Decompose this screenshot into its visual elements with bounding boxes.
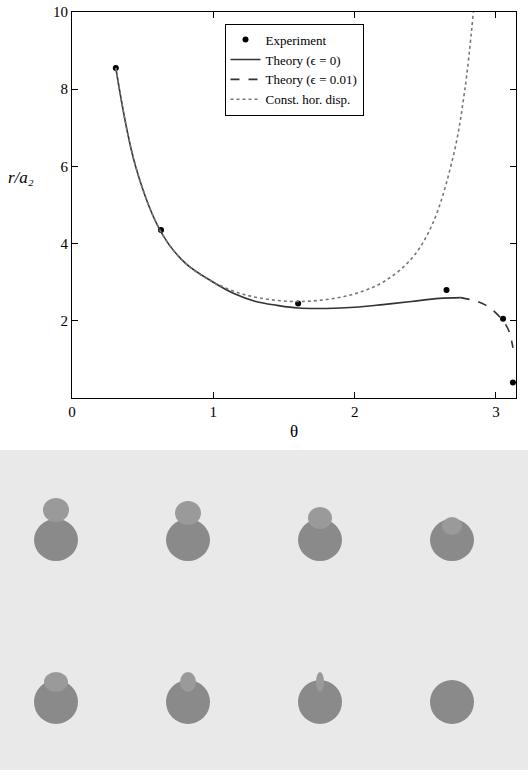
svg-text:1: 1	[210, 404, 218, 420]
svg-text:Theory (ϵ = 0): Theory (ϵ = 0)	[266, 53, 341, 68]
svg-text:10: 10	[53, 4, 68, 20]
svg-text:θ: θ	[290, 422, 298, 441]
svg-text:r/a₂: r/a₂	[8, 168, 34, 187]
svg-text:4: 4	[61, 236, 69, 252]
svg-text:2: 2	[61, 313, 69, 329]
svg-text:3: 3	[492, 404, 500, 420]
svg-text:Const. hor. disp.: Const. hor. disp.	[266, 92, 351, 107]
svg-text:6: 6	[61, 159, 69, 175]
svg-text:Theory (ϵ = 0.01): Theory (ϵ = 0.01)	[266, 72, 357, 87]
svg-text:2: 2	[351, 404, 359, 420]
svg-text:Experiment: Experiment	[266, 33, 327, 48]
svg-text:0: 0	[68, 404, 76, 420]
svg-text:8: 8	[61, 81, 69, 97]
